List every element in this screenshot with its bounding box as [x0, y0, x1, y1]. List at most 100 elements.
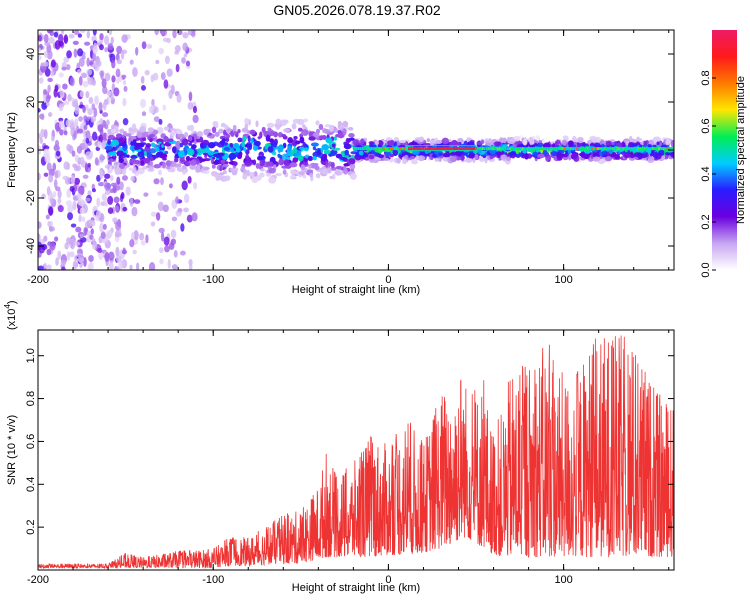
heatmap-cell — [196, 131, 204, 137]
heatmap-cell — [174, 163, 182, 168]
heatmap-cell — [115, 205, 120, 213]
heatmap-cell — [193, 181, 198, 190]
heatmap-cell — [162, 161, 167, 169]
heatmap-cell — [98, 252, 104, 260]
heatmap-core-cell — [368, 147, 371, 151]
heatmap-core-cell — [582, 147, 585, 151]
heatmap-cell — [132, 169, 137, 174]
heatmap-cell — [99, 44, 104, 51]
heatmap-core-cell — [389, 147, 392, 151]
heatmap-cell — [184, 132, 189, 138]
heatmap-cell — [58, 33, 64, 44]
heatmap-cell — [614, 154, 621, 160]
heatmap-cell — [78, 185, 85, 196]
heatmap-cell — [377, 140, 384, 147]
heatmap-cell — [148, 133, 156, 138]
heatmap-core-cell — [593, 147, 596, 151]
heatmap-cell — [86, 69, 93, 76]
heatmap-cell — [135, 46, 139, 56]
heatmap-cell — [115, 53, 120, 62]
heatmap-cell — [275, 118, 282, 126]
heatmap-cell — [72, 260, 78, 270]
heatmap-cell — [165, 160, 171, 167]
heatmap-cell — [652, 136, 661, 142]
y-tick-label: -40 — [25, 238, 37, 254]
heatmap-cell — [349, 172, 357, 180]
x-tick-label: 100 — [554, 274, 572, 286]
colorbar-tick-label: 0.6 — [700, 118, 712, 133]
heatmap-cell — [653, 151, 659, 159]
heatmap-core-cell — [523, 147, 526, 151]
heatmap-cell — [324, 124, 332, 128]
heatmap-cell — [295, 140, 301, 145]
heatmap-core-cell — [580, 147, 583, 151]
heatmap-cell — [182, 42, 188, 52]
heatmap-cell — [321, 144, 330, 151]
heatmap-cell — [281, 153, 289, 160]
heatmap-cell — [431, 153, 438, 158]
heatmap-cell — [342, 157, 348, 162]
heatmap-cell — [180, 223, 185, 232]
heatmap-cell — [246, 169, 250, 177]
heatmap-cell — [102, 132, 108, 142]
heatmap-cell — [129, 145, 135, 151]
heatmap-core-cell — [633, 147, 636, 151]
heatmap-cell — [167, 258, 171, 269]
heatmap-cell — [46, 264, 52, 270]
heatmap-cell — [38, 77, 44, 84]
heatmap-cell — [312, 156, 317, 161]
heatmap-core-cell — [622, 147, 625, 151]
heatmap-cell — [172, 30, 177, 39]
heatmap-cell — [368, 154, 375, 160]
colorbar-ticks: 0.0 0.2 0.4 0.6 0.8 — [700, 70, 716, 278]
heatmap-cell — [43, 148, 50, 159]
heatmap-cell — [100, 71, 104, 81]
heatmap-core-cell — [666, 147, 669, 151]
heatmap-cell — [38, 47, 41, 53]
heatmap-cell — [80, 236, 87, 243]
heatmap-cell — [377, 154, 385, 159]
heatmap-cell — [211, 164, 216, 169]
heatmap-cell — [118, 163, 126, 169]
heatmap-cell — [116, 45, 123, 55]
heatmap-cell — [396, 157, 401, 164]
heatmap-cell — [286, 151, 293, 155]
heatmap-core-cell — [641, 147, 644, 151]
heatmap-core-cell — [445, 147, 448, 151]
heatmap-cell — [153, 178, 160, 185]
heatmap-cell — [85, 91, 90, 99]
heatmap-cell — [112, 185, 117, 193]
heatmap-cell — [275, 172, 282, 177]
heatmap-core-cell — [458, 147, 461, 151]
heatmap-cell — [253, 171, 258, 177]
heatmap-cell — [150, 211, 157, 217]
heatmap-cell — [175, 63, 180, 73]
heatmap-cell — [78, 57, 85, 67]
heatmap-cell — [542, 149, 548, 157]
heatmap-cell — [116, 77, 120, 84]
heatmap-core-cell — [370, 147, 373, 151]
heatmap-cell — [49, 226, 56, 232]
heatmap-cell — [287, 145, 292, 152]
heatmap-cell — [268, 176, 277, 184]
heatmap-cell — [116, 133, 123, 138]
heatmap-cell — [344, 149, 349, 156]
heatmap-cell — [86, 57, 90, 67]
heatmap-cell — [62, 83, 68, 90]
heatmap-cell — [92, 131, 98, 141]
heatmap-cell — [43, 33, 49, 43]
heatmap-cell — [85, 197, 91, 202]
heatmap-core-cell — [437, 147, 440, 151]
heatmap-cell — [241, 141, 246, 148]
heatmap-cell — [176, 93, 182, 103]
heatmap-cell — [181, 165, 187, 170]
heatmap-core-cell — [567, 147, 570, 151]
heatmap-cell — [79, 90, 85, 98]
heatmap-cell — [283, 159, 290, 166]
heatmap-core-cell — [515, 147, 518, 151]
heatmap-cell — [289, 162, 298, 168]
heatmap-cell — [89, 61, 93, 66]
heatmap-cell — [211, 172, 220, 177]
heatmap-core-cell — [536, 147, 539, 151]
heatmap-cell — [549, 136, 558, 142]
